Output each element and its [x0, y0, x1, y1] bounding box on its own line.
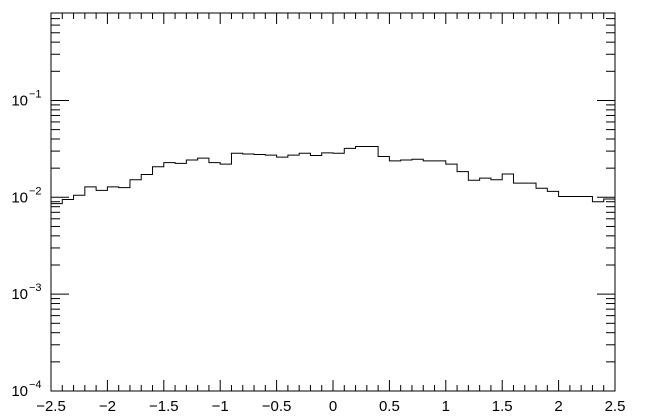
y-tick-label-exponent: −1 [29, 88, 42, 100]
x-tick-label: 1.5 [492, 398, 513, 415]
x-tick-label: 1 [442, 398, 450, 415]
x-tick-labels: −2.5 −2 −1.5 −1 −0.5 0 0.5 1 1.5 2 2.5 [36, 398, 625, 415]
x-tick-label: −1 [212, 398, 229, 415]
x-tick-label: −2 [99, 398, 116, 415]
y-tick-label-base: 10 [11, 189, 28, 206]
x-tick-label: −2.5 [36, 398, 66, 415]
y-tick-label-exponent: −3 [29, 282, 42, 294]
x-tick-label: 0.5 [379, 398, 400, 415]
y-tick-label-base: 10 [11, 383, 28, 400]
x-tick-label: 2 [554, 398, 562, 415]
y-tick-label-exponent: −4 [29, 379, 42, 391]
y-tick-labels: 10−410−310−210−1 [11, 88, 41, 400]
axis-ticks [50, 12, 616, 392]
histogram-line [51, 145, 615, 205]
y-tick-label-base: 10 [11, 92, 28, 109]
x-tick-label: −1.5 [149, 398, 179, 415]
x-tick-label: 2.5 [605, 398, 626, 415]
plot-frame [50, 12, 616, 392]
y-tick-label-base: 10 [11, 286, 28, 303]
y-tick-label-exponent: −2 [29, 185, 42, 197]
x-tick-label: −0.5 [262, 398, 292, 415]
x-tick-label: 0 [329, 398, 337, 415]
